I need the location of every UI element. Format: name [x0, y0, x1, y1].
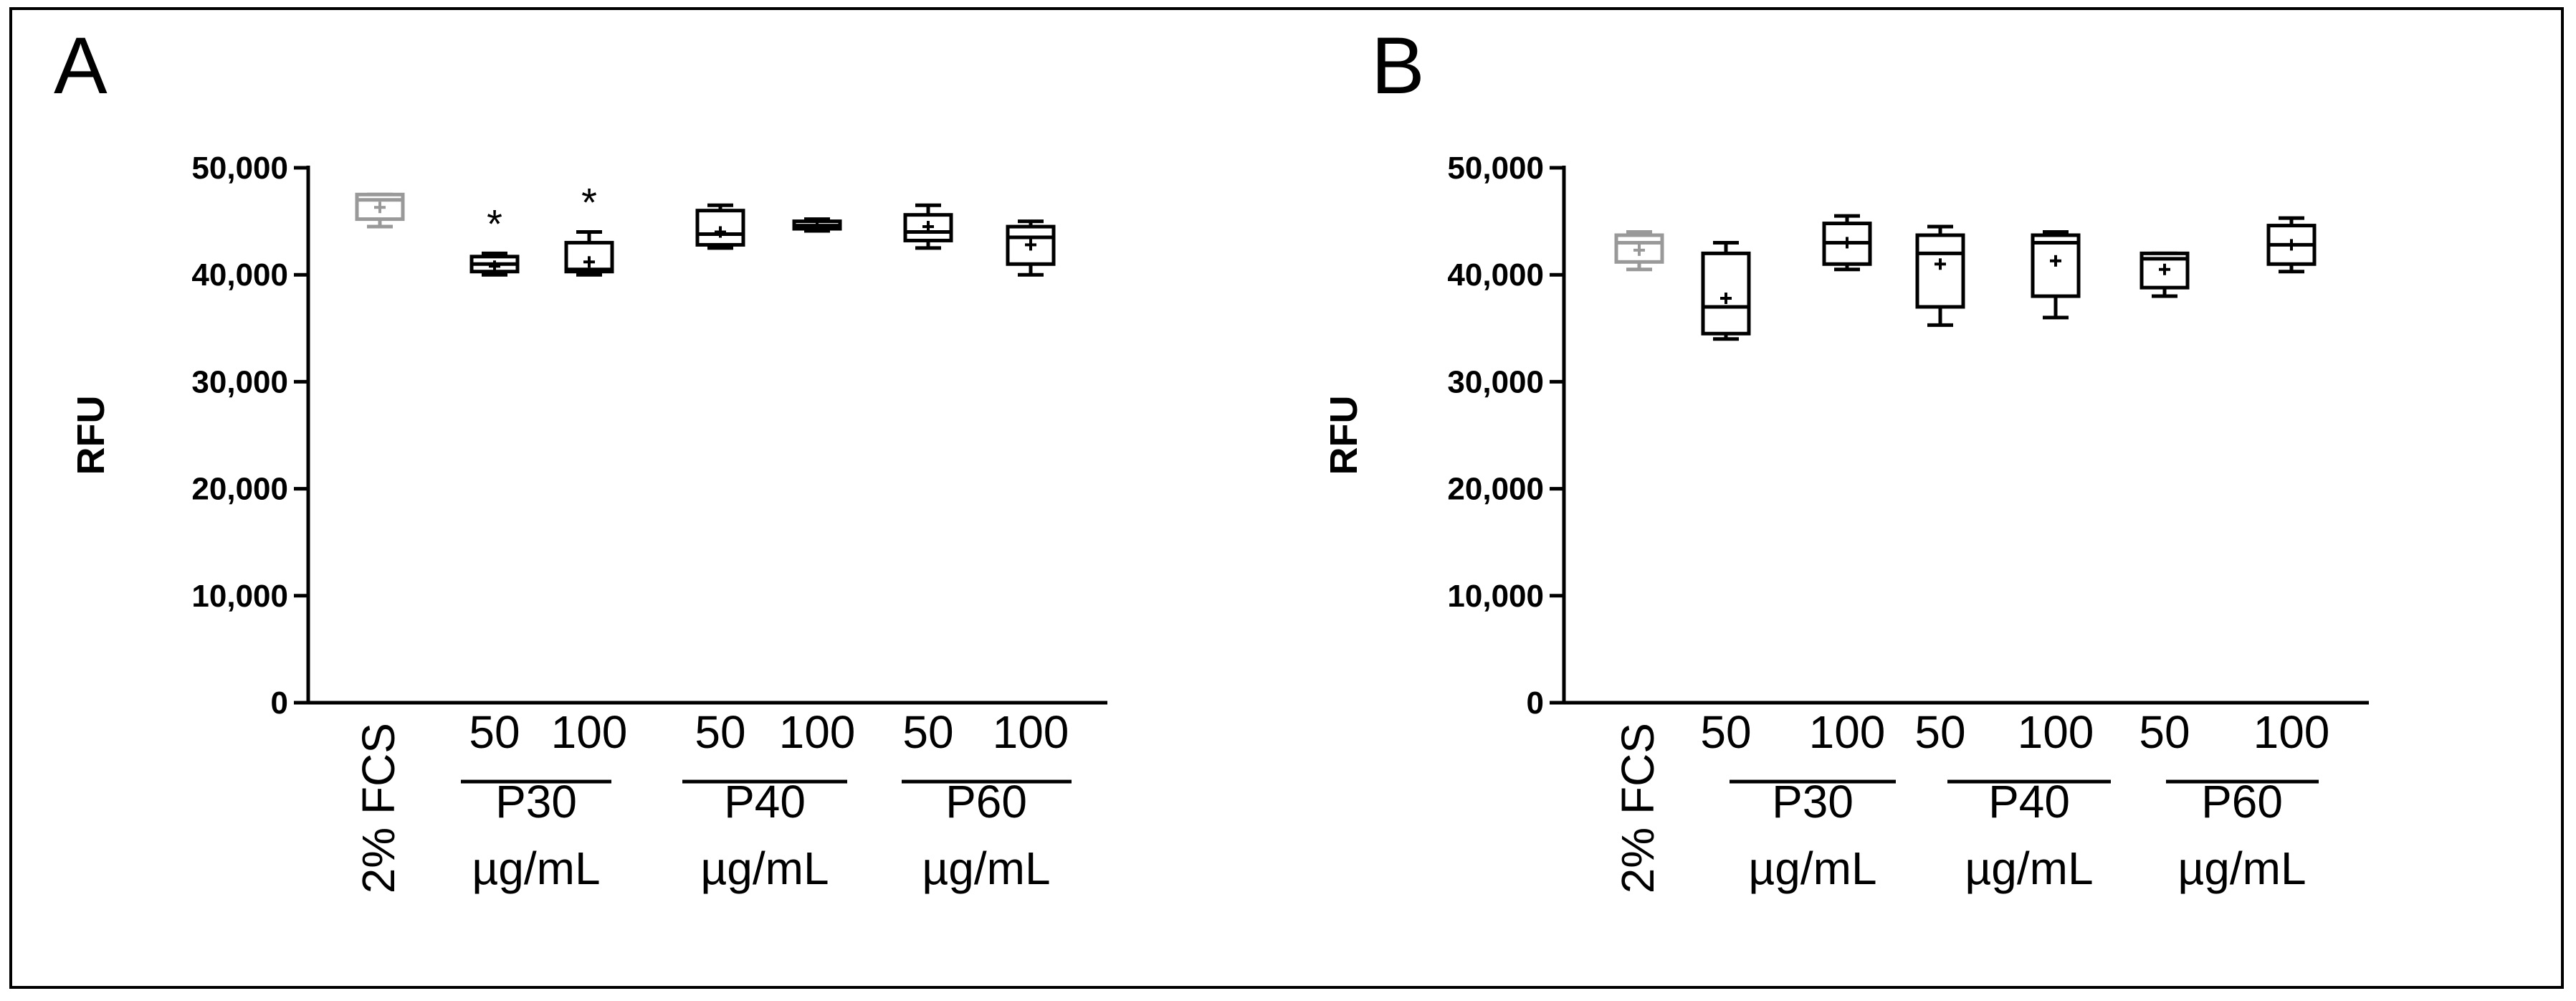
y-tick-label: 0 [271, 685, 288, 721]
y-tick-label: 50,000 [1447, 151, 1544, 186]
box-plot [1915, 224, 1965, 327]
x-category-label: 100 [2018, 706, 2094, 758]
box-plot [695, 203, 745, 250]
x-category-label: 50 [902, 706, 953, 758]
group-label: P60 [2201, 776, 2283, 827]
figure-border [9, 7, 2564, 989]
x-category-label: 50 [1700, 706, 1751, 758]
box-plot: * [469, 201, 520, 277]
x-category-label: 50 [469, 706, 520, 758]
group-unit-label: µg/mL [700, 843, 829, 894]
box-plot [903, 203, 953, 250]
y-axis-label: RFU [1322, 396, 1365, 475]
y-tick-label: 40,000 [1447, 257, 1544, 293]
x-category-label: 100 [1809, 706, 1886, 758]
x-category-label: 100 [779, 706, 856, 758]
y-tick-label: 20,000 [1447, 472, 1544, 507]
box-plot [1614, 230, 1664, 272]
x-category-label: 2% FCS [1612, 723, 1664, 893]
y-axis-label: RFU [70, 396, 113, 475]
box-plot [2266, 216, 2317, 274]
x-category-label: 100 [993, 706, 1069, 758]
box-iqr [2031, 233, 2081, 298]
group-label: P60 [945, 776, 1027, 827]
group-label: P40 [724, 776, 806, 827]
group-unit-label: µg/mL [2177, 843, 2306, 894]
panel-letter: A [54, 21, 108, 110]
box-plot [355, 192, 405, 229]
x-category-label: 2% FCS [353, 723, 404, 893]
box-plot [1701, 240, 1751, 341]
y-tick-label: 0 [1527, 685, 1544, 721]
x-category-label: 50 [2139, 706, 2190, 758]
group-unit-label: µg/mL [472, 843, 600, 894]
group-label: P40 [1988, 776, 2070, 827]
box-plot [1006, 219, 1056, 277]
box-plot [792, 217, 842, 233]
panel-a: A 0 10,000 20,000 30,000 40,000 50,000 RFU * * 2% … [54, 21, 1107, 894]
group-unit-label: µg/mL [1748, 843, 1876, 894]
y-tick-label: 20,000 [191, 472, 288, 507]
y-tick-label: 30,000 [191, 364, 288, 399]
y-tick-label: 10,000 [1447, 579, 1544, 614]
x-category-label: 100 [2253, 706, 2330, 758]
panel-b: B 0 10,000 20,000 30,000 40,000 50,000 RFU 2% FC… [1322, 21, 2369, 894]
group-unit-label: µg/mL [922, 843, 1050, 894]
y-tick-label: 50,000 [191, 151, 288, 186]
group-label: P30 [1772, 776, 1854, 827]
box-plot: * [564, 180, 614, 277]
box-plot [2031, 230, 2081, 320]
significance-marker: * [581, 180, 597, 225]
x-category-label: 100 [551, 706, 628, 758]
group-label: P30 [495, 776, 577, 827]
y-tick-label: 40,000 [191, 257, 288, 293]
group-unit-label: µg/mL [1965, 843, 2093, 894]
x-category-label: 50 [1914, 706, 1965, 758]
box-plot [1822, 214, 1872, 272]
x-category-label: 50 [695, 706, 745, 758]
significance-marker: * [487, 201, 502, 246]
y-tick-label: 30,000 [1447, 364, 1544, 399]
panel-letter: B [1371, 21, 1425, 110]
box-iqr [1915, 233, 1965, 309]
box-plot [2139, 251, 2190, 298]
y-tick-label: 10,000 [191, 579, 288, 614]
